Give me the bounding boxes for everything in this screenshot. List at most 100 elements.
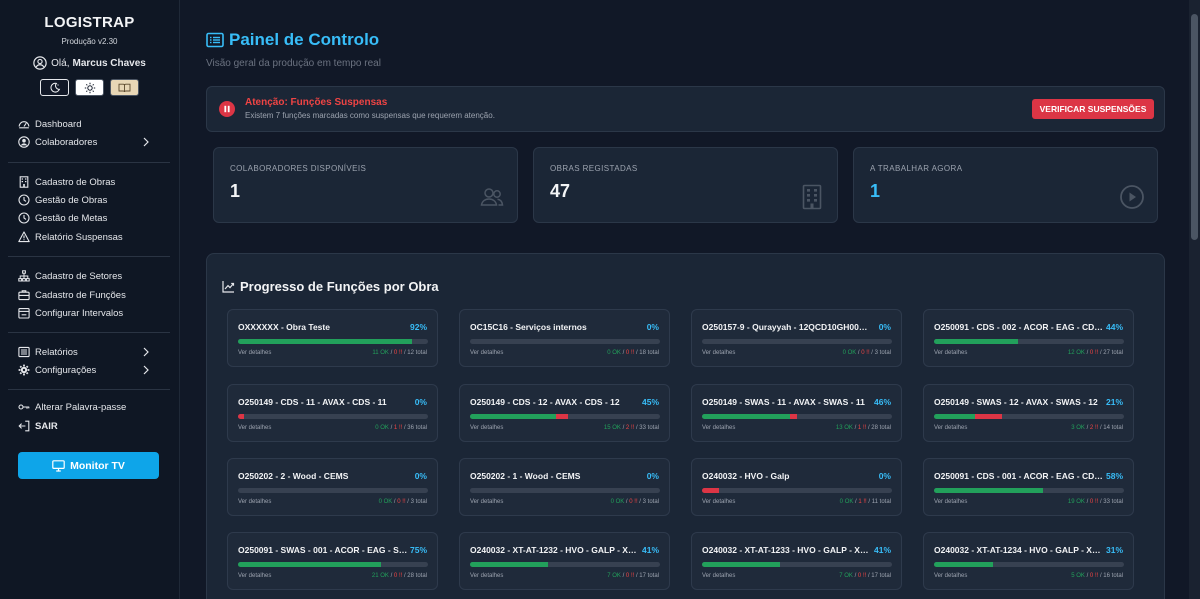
progress-card[interactable]: OXXXXXX - Obra Teste 92% Ver detalhes 11 OK… (227, 309, 438, 367)
progress-bar (238, 339, 428, 344)
progress-bar (238, 414, 428, 419)
theme-dark-button[interactable] (40, 79, 69, 96)
sidebar-item-gestao-metas[interactable]: Gestão de Metas (18, 211, 158, 225)
suspended-count: 2 !! (625, 425, 635, 431)
progress-card[interactable]: O250202 - 1 - Wood - CEMS 0% Ver detalhes 0… (459, 458, 670, 516)
progress-card[interactable]: O240032 - XT-AT-1233 - HVO - GALP - XT-A… (691, 532, 902, 590)
chevron-right-icon (143, 137, 149, 147)
progress-card[interactable]: O250091 - CDS - 002 - ACOR - EAG - CDS 0… (923, 309, 1134, 367)
chevron-right-icon (143, 365, 149, 375)
verify-suspensions-button[interactable]: VERIFICAR SUSPENSÕES (1032, 99, 1154, 119)
card-title: O250091 - CDS - 001 - ACOR - EAG - CDS 0… (934, 471, 1104, 481)
sidebar-item-relatorios[interactable]: Relatórios (18, 345, 158, 359)
sidebar-item-configuracoes[interactable]: Configurações (18, 363, 158, 377)
progress-bar-ok-segment (934, 562, 994, 567)
progress-bar-ok-segment (934, 488, 1044, 493)
card-title: O240032 - HVO - Galp (702, 471, 790, 481)
sidebar-item-cadastro-setores[interactable]: Cadastro de Setores (18, 269, 158, 283)
view-details-link[interactable]: Ver detalhes (934, 350, 968, 356)
monitor-tv-label: Monitor TV (70, 459, 125, 472)
card-stats: 0 OK / 0 !! / 3 total (610, 499, 659, 505)
user-circle-icon (33, 56, 47, 70)
progress-card[interactable]: O250149 - SWAS - 11 - AVAX - SWAS - 11 46… (691, 384, 902, 442)
monitor-tv-button[interactable]: Monitor TV (18, 452, 159, 479)
progress-card[interactable]: O240032 - XT-AT-1234 - HVO - GALP - XT-A… (923, 532, 1134, 590)
progress-card[interactable]: O240032 - XT-AT-1232 - HVO - GALP - XT-A… (459, 532, 670, 590)
view-details-link[interactable]: Ver detalhes (470, 425, 504, 431)
card-title: O250091 - CDS - 002 - ACOR - EAG - CDS 0… (934, 322, 1104, 332)
list-alt-icon (206, 32, 224, 48)
suspended-count: 0 !! (1089, 499, 1099, 505)
view-details-link[interactable]: Ver detalhes (470, 350, 504, 356)
ok-count: 0 OK (842, 350, 857, 356)
divider (8, 389, 170, 390)
sidebar-item-cadastro-obras[interactable]: Cadastro de Obras (18, 175, 158, 189)
progress-card[interactable]: O250149 - CDS - 11 - AVAX - CDS - 11 0% Ve… (227, 384, 438, 442)
sidebar-item-colaboradores[interactable]: Colaboradores (18, 135, 158, 149)
ok-count: 12 OK (1067, 350, 1085, 356)
card-percentage: 75% (409, 545, 427, 555)
card-percentage: 92% (409, 322, 427, 332)
user-circle-icon (18, 136, 30, 148)
sidebar-item-configurar-intervalos[interactable]: Configurar Intervalos (18, 306, 158, 320)
progress-bar (934, 562, 1124, 567)
progress-bar (470, 414, 660, 419)
sidebar-item-alterar-palavra-passe[interactable]: Alterar Palavra-passe (18, 400, 158, 414)
scrollbar-thumb[interactable] (1191, 14, 1198, 240)
progress-bar-ok-segment (934, 339, 1019, 344)
progress-card[interactable]: O250149 - CDS - 12 - AVAX - CDS - 12 45% V… (459, 384, 670, 442)
progress-card[interactable]: O250202 - 2 - Wood - CEMS 0% Ver detalhes 0… (227, 458, 438, 516)
view-details-link[interactable]: Ver detalhes (934, 425, 968, 431)
card-title: O240032 - XT-AT-1232 - HVO - GALP - XT-A… (470, 545, 640, 555)
theme-light-button[interactable] (75, 79, 104, 96)
progress-card[interactable]: O250157-9 - Qurayyah - 12QCD10GH001 - Qu… (691, 309, 902, 367)
card-stats: 12 OK / 0 !! / 27 total (1067, 350, 1123, 356)
sidebar-item-cadastro-funcoes[interactable]: Cadastro de Funções (18, 288, 158, 302)
card-percentage: 0% (414, 397, 427, 407)
view-details-link[interactable]: Ver detalhes (238, 499, 272, 505)
card-title: O250157-9 - Qurayyah - 12QCD10GH001 - Qu… (702, 322, 872, 332)
view-details-link[interactable]: Ver detalhes (702, 425, 736, 431)
progress-card[interactable]: O240032 - HVO - Galp 0% Ver detalhes 0 OK /… (691, 458, 902, 516)
progress-panel: Progresso de Funções por Obra OXXXXXX - … (206, 253, 1165, 599)
view-details-link[interactable]: Ver detalhes (934, 573, 968, 579)
suspended-count: 0 !! (861, 350, 870, 356)
suspended-count: 0 !! (1089, 350, 1099, 356)
theme-switcher (0, 79, 179, 96)
sidebar-item-label: Relatório Suspensas (35, 231, 123, 243)
total-count: 11 total (871, 499, 891, 505)
sitemap-icon (18, 270, 30, 282)
ok-count: 0 OK (375, 425, 389, 431)
total-count: 12 total (407, 350, 427, 356)
view-details-link[interactable]: Ver detalhes (702, 573, 736, 579)
card-stats: 21 OK / 0 !! / 28 total (371, 573, 427, 579)
progress-card[interactable]: OC15C16 - Serviços internos 0% Ver detalhe… (459, 309, 670, 367)
view-details-link[interactable]: Ver detalhes (470, 499, 504, 505)
progress-bar (238, 562, 428, 567)
card-title: O240032 - XT-AT-1233 - HVO - GALP - XT-A… (702, 545, 872, 555)
progress-bar-ok-segment (238, 562, 381, 567)
view-details-link[interactable]: Ver detalhes (238, 573, 272, 579)
view-details-link[interactable]: Ver detalhes (702, 350, 736, 356)
sidebar-item-label: Gestão de Metas (35, 212, 108, 224)
ok-count: 0 OK (610, 499, 625, 505)
progress-card[interactable]: O250091 - CDS - 001 - ACOR - EAG - CDS 0… (923, 458, 1134, 516)
theme-sepia-button[interactable] (110, 79, 139, 96)
total-count: 28 total (871, 425, 891, 431)
card-title: OC15C16 - Serviços internos (470, 322, 587, 332)
progress-card[interactable]: O250091 - SWAS - 001 - ACOR - EAG - SWAS… (227, 532, 438, 590)
sidebar-item-sair[interactable]: SAIR (18, 419, 158, 433)
progress-card[interactable]: O250149 - SWAS - 12 - AVAX - SWAS - 12 21… (923, 384, 1134, 442)
sidebar-item-relatorio-suspensas[interactable]: Relatório Suspensas (18, 230, 158, 244)
view-details-link[interactable]: Ver detalhes (702, 499, 736, 505)
view-details-link[interactable]: Ver detalhes (470, 573, 504, 579)
view-details-link[interactable]: Ver detalhes (934, 499, 968, 505)
suspended-count: 0 !! (857, 573, 867, 579)
sidebar-item-dashboard[interactable]: Dashboard (18, 117, 158, 131)
sidebar-item-gestao-obras[interactable]: Gestão de Obras (18, 193, 158, 207)
page-scrollbar[interactable] (1189, 0, 1200, 599)
view-details-link[interactable]: Ver detalhes (238, 425, 272, 431)
stat-label: COLABORADORES DISPONÍVEIS (230, 164, 367, 173)
view-details-link[interactable]: Ver detalhes (238, 350, 272, 356)
card-stats: 7 OK / 0 !! / 17 total (607, 573, 659, 579)
